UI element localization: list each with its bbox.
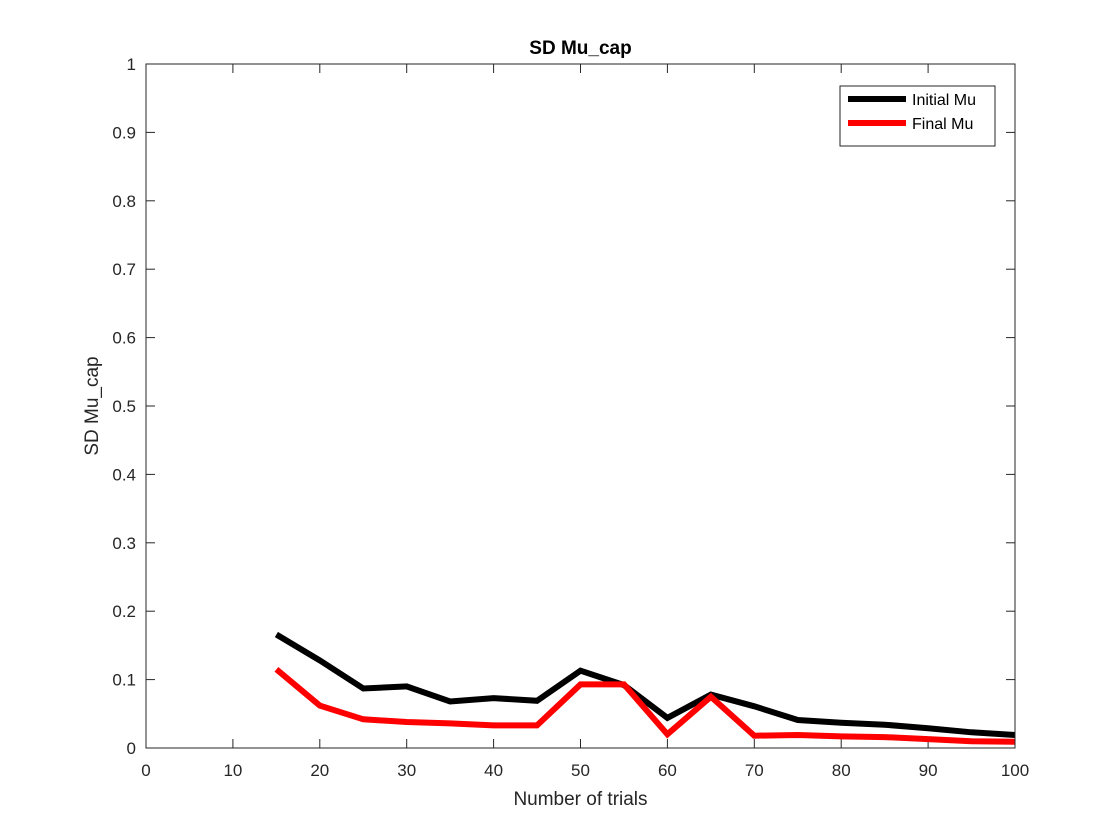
legend-label: Initial Mu: [912, 92, 976, 109]
y-tick-label: 0.2: [112, 602, 136, 621]
axis-ticks: 0 10 20 30 40 50 60 70 80 90 100 0 0.1 0.2 0.3 0.4 0.5 0.…: [112, 55, 1029, 780]
data-series: [274, 631, 1016, 745]
legend-label: Final Mu: [912, 116, 973, 133]
series-line-final-mu: [274, 666, 1016, 745]
y-tick-label: 0.3: [112, 534, 136, 553]
x-tick-label: 70: [745, 761, 764, 780]
y-tick-label: 0.9: [112, 123, 136, 142]
y-tick-label: 1: [127, 55, 136, 74]
legend: Initial Mu Final Mu: [839, 85, 996, 147]
y-tick-label: 0.6: [112, 329, 136, 348]
y-tick-label: 0.4: [112, 465, 136, 484]
plot-area: [146, 64, 1015, 748]
x-tick-label: 100: [1001, 761, 1029, 780]
x-tick-label: 90: [919, 761, 938, 780]
y-tick-label: 0: [127, 739, 136, 758]
x-tick-label: 40: [484, 761, 503, 780]
x-tick-label: 60: [658, 761, 677, 780]
y-tick-label: 0.1: [112, 671, 136, 690]
y-tick-label: 0.5: [112, 397, 136, 416]
x-tick-label: 20: [310, 761, 329, 780]
x-tick-label: 80: [832, 761, 851, 780]
y-axis-title: SD Mu_cap: [82, 356, 103, 455]
plot-frame: [145, 63, 1016, 749]
chart-title: SD Mu_cap: [529, 38, 631, 59]
x-axis-title: Number of trials: [513, 789, 647, 810]
series-line-initial-mu: [274, 631, 1016, 738]
x-tick-label: 30: [397, 761, 416, 780]
x-tick-label: 10: [223, 761, 242, 780]
y-tick-label: 0.8: [112, 192, 136, 211]
x-tick-label: 0: [141, 761, 150, 780]
y-tick-label: 0.7: [112, 260, 136, 279]
x-tick-label: 50: [571, 761, 590, 780]
